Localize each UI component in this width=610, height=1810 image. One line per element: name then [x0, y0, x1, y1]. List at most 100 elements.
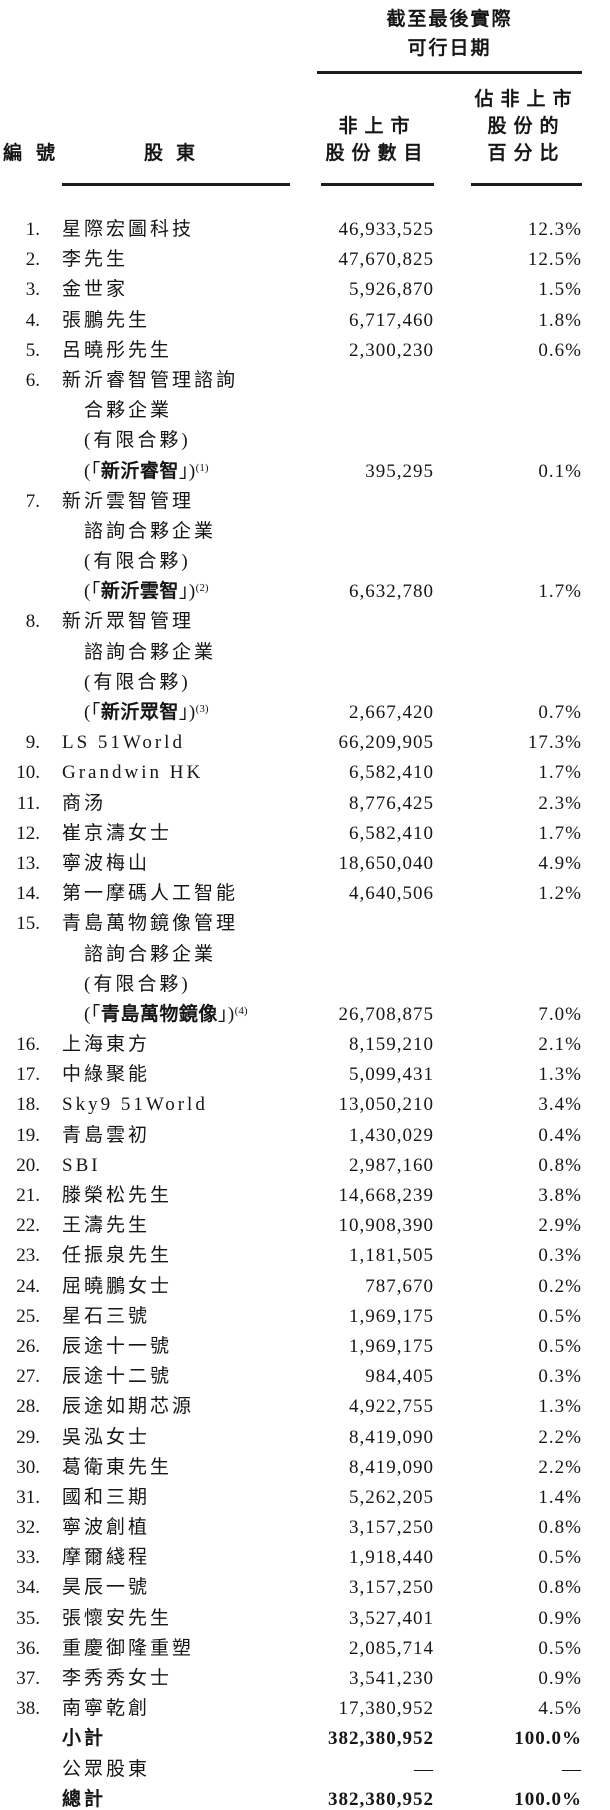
shareholder-name: 新沂雲智管理	[62, 490, 195, 512]
unlisted-shares-value	[292, 396, 434, 426]
row-number	[2, 577, 40, 607]
shareholder-name: 滕榮松先生	[62, 1185, 173, 1206]
percentage-value	[434, 607, 582, 637]
percentage-value: 0.8%	[538, 1517, 582, 1539]
row-number: 23.	[16, 1245, 40, 1267]
percentage-value	[434, 396, 582, 426]
row-number: 18.	[16, 1094, 40, 1116]
row-number: 9.	[25, 732, 40, 754]
row-number: 1.	[25, 219, 40, 240]
shareholder-name: 辰途十一號	[62, 1335, 173, 1357]
row-number: 10.	[16, 762, 40, 784]
unlisted-shares-value: 1,918,440	[349, 1547, 434, 1569]
unlisted-shares-value: 5,262,205	[349, 1486, 434, 1508]
shareholder-name: 合夥企業	[84, 400, 173, 422]
unlisted-shares-value	[292, 668, 434, 698]
column-header-unlisted-shares: 非上市 股份數目	[325, 116, 430, 164]
unlisted-shares-value: 2,085,714	[349, 1637, 434, 1659]
row-number	[2, 1785, 40, 1810]
footnote-marker: (1)	[195, 461, 209, 474]
percentage-value: 0.6%	[538, 339, 582, 361]
percentage-value	[434, 909, 582, 939]
shareholder-name: 諮詢合夥企業	[84, 943, 217, 965]
column-header-rules	[2, 183, 582, 186]
row-number: 38.	[16, 1698, 40, 1720]
group-header-rule	[317, 71, 582, 74]
row-number: 2.	[25, 249, 40, 271]
percentage-value: 0.5%	[538, 1547, 582, 1569]
row-number: 3.	[25, 279, 40, 301]
unlisted-shares-value: —	[414, 1758, 434, 1780]
quote-close: 」)	[178, 702, 196, 723]
unlisted-shares-value: 8,776,425	[349, 792, 434, 814]
row-number: 29.	[16, 1426, 40, 1448]
unlisted-shares-value	[292, 909, 434, 939]
shareholder-name: 王濤先生	[62, 1215, 151, 1237]
percentage-value: 0.8%	[538, 1154, 582, 1176]
row-number	[2, 426, 40, 456]
unlisted-shares-value: 395,295	[365, 460, 434, 482]
percentage-value: 12.3%	[527, 219, 582, 240]
summary-label: 總計	[62, 1788, 107, 1810]
shareholder-name: 李先生	[62, 249, 129, 271]
row-number: 28.	[16, 1396, 40, 1418]
shareholder-name: (「新沂雲智」)(2)	[40, 577, 292, 607]
percentage-value: 0.3%	[538, 1366, 582, 1388]
percentage-value: 1.7%	[538, 822, 582, 844]
shareholder-name: Grandwin HK	[62, 762, 204, 784]
shares-column-rule	[321, 183, 434, 186]
table-header: 截至最後實際 可行日期	[2, 5, 582, 74]
percentage-value: 1.8%	[538, 309, 582, 331]
percentage-value: 7.0%	[538, 1003, 582, 1025]
row-number	[2, 1755, 40, 1785]
shareholder-name: (有限合夥)	[84, 671, 191, 693]
percentage-value: —	[562, 1758, 582, 1780]
shareholder-name: Sky9 51World	[62, 1094, 208, 1116]
shareholder-name: 商汤	[62, 792, 107, 814]
percentage-value: 2.9%	[538, 1215, 582, 1237]
percentage-value: 1.4%	[538, 1486, 582, 1508]
unlisted-shares-value	[292, 607, 434, 637]
shareholder-name: 張鵬先生	[62, 309, 151, 331]
unlisted-shares-value	[292, 547, 434, 577]
percentage-value: 1.7%	[538, 762, 582, 784]
quote-open: (「	[84, 702, 101, 723]
percentage-value: 100.0%	[514, 1788, 582, 1810]
percentage-value	[434, 638, 582, 668]
row-number	[2, 396, 40, 426]
row-number: 14.	[16, 883, 40, 905]
percentage-value	[434, 940, 582, 970]
row-number: 20.	[16, 1154, 40, 1176]
row-number: 31.	[16, 1486, 40, 1508]
unlisted-shares-value: 382,380,952	[328, 1788, 434, 1810]
defined-term: 新沂雲智	[100, 581, 179, 603]
unlisted-shares-value	[292, 366, 434, 396]
unlisted-shares-value: 1,969,175	[349, 1335, 434, 1357]
percentage-value: 0.8%	[538, 1577, 582, 1599]
shareholder-name: 寧波梅山	[62, 852, 151, 874]
unlisted-shares-value: 1,969,175	[349, 1305, 434, 1327]
percentage-value: 3.4%	[538, 1094, 582, 1116]
percentage-value: 0.5%	[538, 1305, 582, 1327]
unlisted-shares-value: 6,582,410	[349, 822, 434, 844]
unlisted-shares-value: 3,541,230	[349, 1668, 434, 1689]
shareholder-name: (有限合夥)	[84, 430, 191, 452]
row-number	[2, 1000, 40, 1030]
shareholder-name: 張懷安先生	[62, 1607, 173, 1629]
unlisted-shares-value: 8,419,090	[349, 1456, 434, 1478]
summary-label: 小計	[62, 1728, 107, 1750]
shareholder-name: (「青島萬物鏡像」)(4)	[40, 1000, 292, 1030]
row-number: 34.	[16, 1577, 40, 1599]
percentage-value: 0.9%	[538, 1607, 582, 1629]
shareholder-name: 吳泓女士	[62, 1426, 151, 1448]
percentage-column-rule	[471, 183, 582, 186]
shareholder-name: SBI	[62, 1154, 101, 1176]
row-number: 12.	[16, 822, 40, 844]
unlisted-shares-value: 47,670,825	[338, 249, 434, 271]
table-body: 1. 星際宏圖科技 46,933,525 12.3% 2. 李先生 47,670…	[2, 215, 582, 1810]
shareholder-name: 呂曉彤先生	[62, 339, 173, 361]
unlisted-shares-value: 3,527,401	[349, 1607, 434, 1629]
group-header-line-1: 截至最後實際	[386, 9, 513, 30]
group-header-as-at-date: 截至最後實際 可行日期	[317, 5, 582, 63]
row-number: 15.	[16, 913, 40, 935]
